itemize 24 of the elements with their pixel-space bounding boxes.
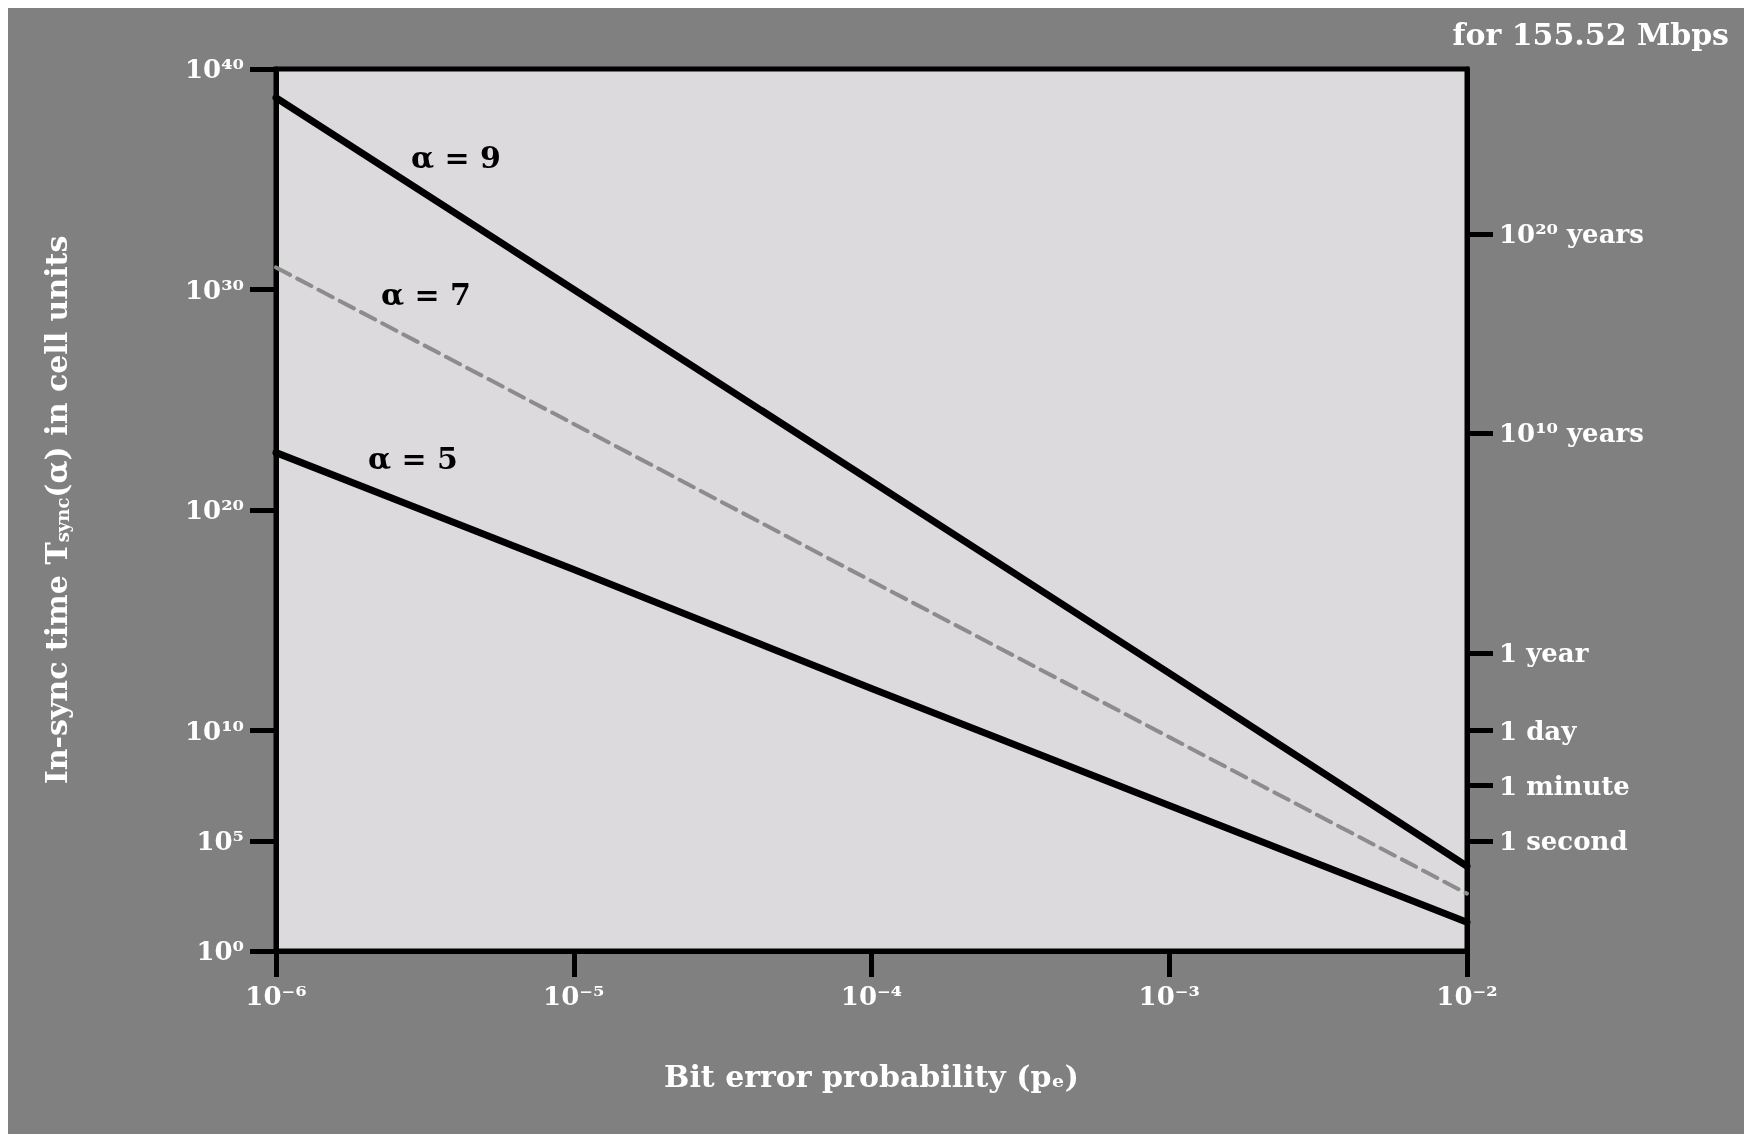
y-tick-label: 10²⁰ bbox=[185, 495, 244, 525]
x-tick-label: 10⁻³ bbox=[1138, 981, 1200, 1011]
category-label: 1 minute bbox=[1499, 770, 1630, 801]
x-tick-label: 10⁻⁴ bbox=[840, 981, 903, 1011]
category-label: 1 year bbox=[1499, 638, 1589, 669]
x-tick-label: 10⁻² bbox=[1436, 981, 1498, 1011]
y-axis-title: In-sync time Tsync(α) in cell units bbox=[38, 235, 74, 785]
y-tick-label: 10¹⁰ bbox=[185, 715, 244, 746]
series-label: α = 5 bbox=[368, 441, 458, 477]
y-tick-label: 10³⁰ bbox=[185, 274, 244, 305]
x-tick-label: 10⁻⁵ bbox=[543, 981, 605, 1011]
x-tick-label: 10⁻⁶ bbox=[245, 981, 307, 1011]
category-label: 10¹⁰ years bbox=[1499, 417, 1644, 448]
text: for 155.52 Mbps bbox=[1452, 16, 1730, 52]
category-label: 1 day bbox=[1499, 715, 1577, 746]
y-tick-label: 10⁴⁰ bbox=[185, 54, 244, 84]
line-series bbox=[274, 265, 1469, 896]
y-tick-label: 10⁵ bbox=[196, 825, 244, 856]
series-label: α = 9 bbox=[411, 140, 501, 176]
x-axis-title: Bit error probability (pₑ) bbox=[664, 1058, 1079, 1094]
series-label: α = 7 bbox=[381, 276, 471, 312]
category-label: 10²⁰ years bbox=[1499, 219, 1644, 250]
y-tick-label: 10⁰ bbox=[196, 936, 244, 966]
category-label: 1 second bbox=[1499, 825, 1628, 856]
